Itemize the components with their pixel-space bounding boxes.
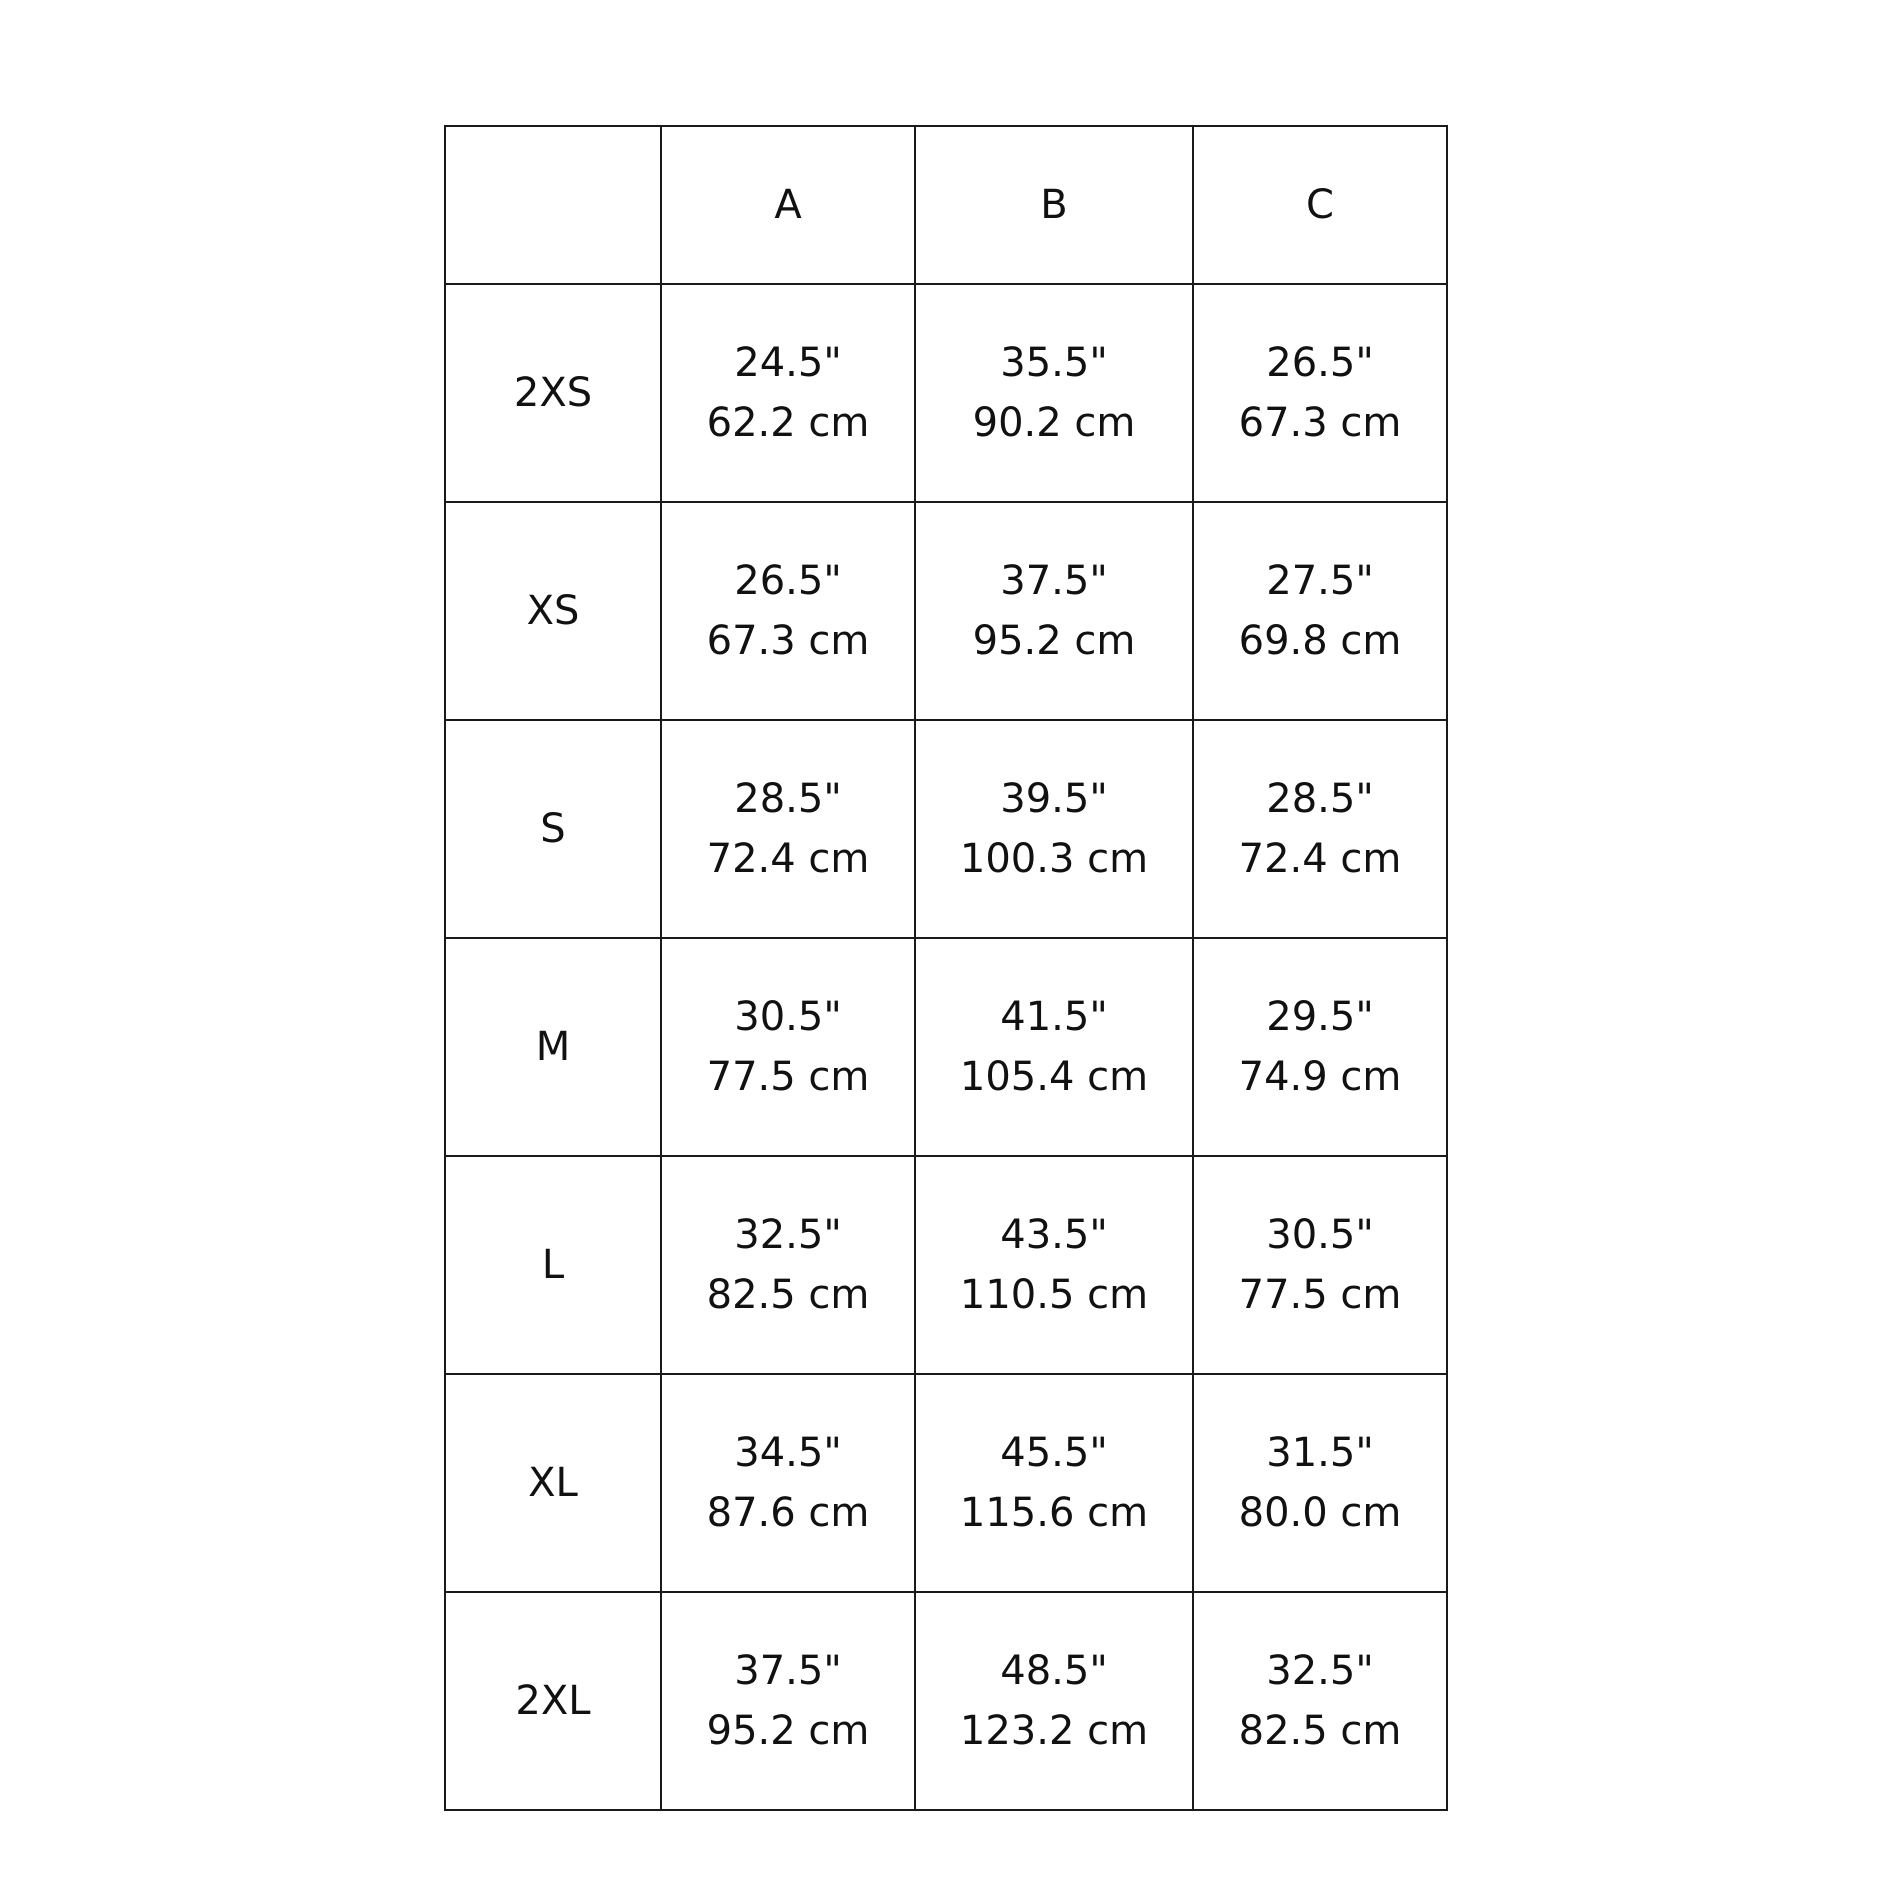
measurement-cell: 45.5" 115.6 cm — [914, 1373, 1194, 1593]
cm-value: 72.4 cm — [706, 836, 870, 882]
measurement-cell: 27.5" 69.8 cm — [1192, 501, 1448, 721]
measurement-cell: 48.5" 123.2 cm — [914, 1591, 1194, 1811]
measurement-cell: 39.5" 100.3 cm — [914, 719, 1194, 939]
measurement-cell: 24.5" 62.2 cm — [660, 283, 916, 503]
cm-value: 67.3 cm — [706, 618, 870, 664]
inches-value: 43.5" — [1000, 1212, 1108, 1258]
measurement-cell: 30.5" 77.5 cm — [1192, 1155, 1448, 1375]
cm-value: 69.8 cm — [1238, 618, 1402, 664]
cm-value: 123.2 cm — [959, 1708, 1149, 1754]
header-row: A B C — [444, 125, 1448, 285]
measurement-cell: 34.5" 87.6 cm — [660, 1373, 916, 1593]
inches-value: 35.5" — [1000, 340, 1108, 386]
cm-value: 95.2 cm — [972, 618, 1136, 664]
cm-value: 67.3 cm — [1238, 400, 1402, 446]
measurement-cell: 26.5" 67.3 cm — [1192, 283, 1448, 503]
inches-value: 26.5" — [734, 558, 842, 604]
inches-value: 29.5" — [1266, 994, 1374, 1040]
cm-value: 82.5 cm — [706, 1272, 870, 1318]
inches-value: 34.5" — [734, 1430, 842, 1476]
measurement-cell: 29.5" 74.9 cm — [1192, 937, 1448, 1157]
measurement-cell: 41.5" 105.4 cm — [914, 937, 1194, 1157]
inches-value: 37.5" — [1000, 558, 1108, 604]
inches-value: 27.5" — [1266, 558, 1374, 604]
inches-value: 28.5" — [734, 776, 842, 822]
cm-value: 77.5 cm — [1238, 1272, 1402, 1318]
header-cell-c: C — [1192, 125, 1448, 285]
cm-value: 82.5 cm — [1238, 1708, 1402, 1754]
table-row: 2XS 24.5" 62.2 cm 35.5" 90.2 cm 26.5" 67.3 cm — [444, 283, 1448, 503]
inches-value: 26.5" — [1266, 340, 1374, 386]
size-label: S — [444, 719, 662, 939]
table-row: L 32.5" 82.5 cm 43.5" 110.5 cm 30.5" 77.5 cm — [444, 1155, 1448, 1375]
measurement-cell: 26.5" 67.3 cm — [660, 501, 916, 721]
size-label: 2XL — [444, 1591, 662, 1811]
inches-value: 48.5" — [1000, 1648, 1108, 1694]
size-label: L — [444, 1155, 662, 1375]
size-label: XS — [444, 501, 662, 721]
measurement-cell: 32.5" 82.5 cm — [660, 1155, 916, 1375]
header-cell-empty — [444, 125, 662, 285]
measurement-cell: 43.5" 110.5 cm — [914, 1155, 1194, 1375]
inches-value: 24.5" — [734, 340, 842, 386]
inches-value: 30.5" — [734, 994, 842, 1040]
inches-value: 31.5" — [1266, 1430, 1374, 1476]
table-row: XL 34.5" 87.6 cm 45.5" 115.6 cm 31.5" 80.0 cm — [444, 1373, 1448, 1593]
cm-value: 105.4 cm — [959, 1054, 1149, 1100]
cm-value: 110.5 cm — [959, 1272, 1149, 1318]
size-label: M — [444, 937, 662, 1157]
header-cell-a: A — [660, 125, 916, 285]
cm-value: 80.0 cm — [1238, 1490, 1402, 1536]
inches-value: 32.5" — [734, 1212, 842, 1258]
measurement-cell: 37.5" 95.2 cm — [660, 1591, 916, 1811]
measurement-cell: 31.5" 80.0 cm — [1192, 1373, 1448, 1593]
inches-value: 32.5" — [1266, 1648, 1374, 1694]
header-cell-b: B — [914, 125, 1194, 285]
cm-value: 87.6 cm — [706, 1490, 870, 1536]
size-label: XL — [444, 1373, 662, 1593]
cm-value: 100.3 cm — [959, 836, 1149, 882]
inches-value: 28.5" — [1266, 776, 1374, 822]
size-chart-table: A B C 2XS 24.5" 62.2 cm 35.5" 90.2 cm 26.5" 67… — [444, 125, 1448, 1811]
table-row: 2XL 37.5" 95.2 cm 48.5" 123.2 cm 32.5" 82.5 cm — [444, 1591, 1448, 1811]
table-row: XS 26.5" 67.3 cm 37.5" 95.2 cm 27.5" 69.8 cm — [444, 501, 1448, 721]
cm-value: 62.2 cm — [706, 400, 870, 446]
inches-value: 30.5" — [1266, 1212, 1374, 1258]
measurement-cell: 30.5" 77.5 cm — [660, 937, 916, 1157]
inches-value: 45.5" — [1000, 1430, 1108, 1476]
size-label: 2XS — [444, 283, 662, 503]
cm-value: 95.2 cm — [706, 1708, 870, 1754]
measurement-cell: 37.5" 95.2 cm — [914, 501, 1194, 721]
cm-value: 74.9 cm — [1238, 1054, 1402, 1100]
inches-value: 37.5" — [734, 1648, 842, 1694]
table-row: M 30.5" 77.5 cm 41.5" 105.4 cm 29.5" 74.9 cm — [444, 937, 1448, 1157]
cm-value: 72.4 cm — [1238, 836, 1402, 882]
cm-value: 90.2 cm — [972, 400, 1136, 446]
measurement-cell: 28.5" 72.4 cm — [660, 719, 916, 939]
table-row: S 28.5" 72.4 cm 39.5" 100.3 cm 28.5" 72.4 cm — [444, 719, 1448, 939]
measurement-cell: 28.5" 72.4 cm — [1192, 719, 1448, 939]
inches-value: 41.5" — [1000, 994, 1108, 1040]
inches-value: 39.5" — [1000, 776, 1108, 822]
measurement-cell: 32.5" 82.5 cm — [1192, 1591, 1448, 1811]
measurement-cell: 35.5" 90.2 cm — [914, 283, 1194, 503]
cm-value: 77.5 cm — [706, 1054, 870, 1100]
cm-value: 115.6 cm — [959, 1490, 1149, 1536]
